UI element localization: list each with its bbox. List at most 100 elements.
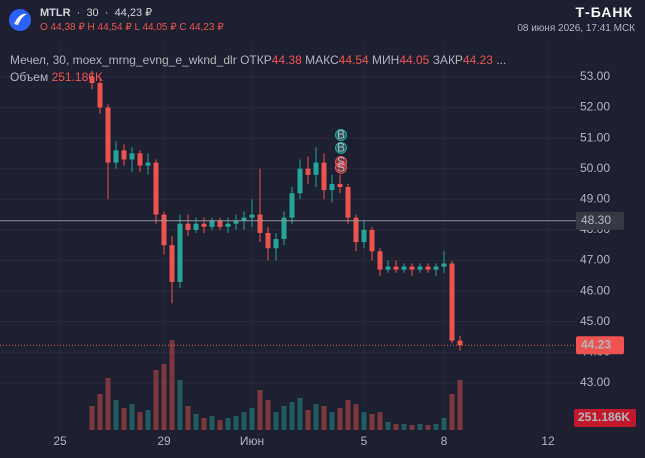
legend-close-label: ЗАКР — [432, 53, 463, 67]
volume-bar — [289, 402, 295, 430]
logo-mark — [14, 13, 27, 25]
candle-body — [201, 223, 207, 227]
volume-bar — [385, 422, 391, 430]
candle-body — [433, 266, 439, 270]
candle-body — [121, 150, 127, 160]
last-price: 44,23 ₽ — [114, 7, 153, 19]
volume-bar — [449, 394, 455, 430]
volume-bar — [457, 379, 463, 430]
symbol: MTLR — [40, 7, 71, 19]
volume-bar — [153, 370, 159, 430]
candle-body — [337, 183, 343, 188]
candle-body — [409, 266, 415, 270]
y-tick-label: 43.00 — [580, 375, 610, 389]
trade-marker-label: B — [337, 141, 345, 155]
candle-body — [241, 217, 247, 221]
volume-badge — [574, 409, 636, 427]
candle-body — [361, 229, 367, 243]
volume-bar — [97, 394, 103, 430]
candle-body — [369, 229, 375, 252]
candle-body — [353, 217, 359, 243]
volume-bar — [441, 418, 447, 430]
candle-body — [89, 76, 95, 84]
volume-badge-label: 251.186K — [578, 410, 630, 424]
volume-bar — [161, 364, 167, 430]
candle-body — [137, 153, 143, 166]
volume-bar — [313, 404, 319, 430]
candle-body — [169, 245, 175, 282]
crosshair-badge — [576, 211, 624, 230]
volume-bar — [209, 416, 215, 430]
candle-body — [377, 251, 383, 270]
trade-marker-label: S — [337, 155, 345, 169]
ohlc-close: C 44,23 ₽ — [179, 22, 224, 33]
volume-bar — [425, 425, 431, 430]
volume-bar — [369, 414, 375, 430]
y-tick-label: 49.00 — [580, 191, 610, 205]
y-tick-label: 51.00 — [580, 130, 610, 144]
y-tick-label: 47.00 — [580, 253, 610, 267]
volume-bar — [225, 418, 231, 430]
candle-body — [345, 187, 351, 218]
y-tick-label: 53.00 — [580, 69, 610, 83]
overlay: 43.0044.0045.0046.0047.0048.0049.0050.00… — [0, 69, 636, 448]
volume-bar — [129, 404, 135, 430]
candle-body — [129, 153, 135, 160]
x-tick-label: 25 — [53, 434, 67, 448]
y-tick-label: 50.00 — [580, 161, 610, 175]
candle-body — [153, 162, 159, 215]
volume-last: 251.186K — [51, 70, 103, 84]
candle-body — [177, 223, 183, 282]
volume-bar — [281, 406, 287, 430]
legend-open: 44.38 — [271, 53, 302, 67]
legend-more: ... — [496, 53, 507, 67]
candle-body — [225, 223, 231, 227]
candle-body — [217, 220, 223, 227]
volume-bar — [145, 410, 151, 430]
volume-bar — [169, 340, 175, 430]
volume-bar — [249, 408, 255, 430]
volume-bar — [409, 425, 415, 430]
trade-marker — [335, 161, 347, 174]
candle-body — [105, 107, 111, 163]
volume-bar — [233, 416, 239, 430]
y-tick-label: 46.00 — [580, 283, 610, 297]
volume-bar — [433, 424, 439, 430]
candle-body — [441, 263, 447, 267]
candle-body — [249, 214, 255, 218]
volume-bar — [393, 424, 399, 430]
candle-body — [265, 232, 271, 249]
crosshair-label: 48.30 — [581, 213, 611, 227]
candle-body — [393, 266, 399, 270]
trade-marker — [335, 129, 347, 142]
grid — [0, 42, 576, 430]
ohlc-open: O 44,38 ₽ — [40, 22, 85, 33]
candle-body — [305, 168, 311, 175]
candle-body — [457, 340, 463, 346]
trade-marker-label: S — [337, 160, 345, 174]
candle-body — [425, 266, 431, 270]
ohlc-high: H 44,54 ₽ — [87, 22, 132, 33]
volume-bar — [329, 412, 335, 430]
legend-open-label: ОТКР — [240, 53, 272, 67]
candle-body — [97, 83, 103, 108]
legend-close: 44.23 — [462, 53, 493, 67]
x-tick-label: Июн — [240, 434, 264, 448]
candle-body — [313, 162, 319, 175]
volume-bar — [89, 406, 95, 430]
volume-bar — [265, 400, 271, 430]
volume-bar — [297, 398, 303, 430]
candle-body — [297, 168, 303, 194]
volume-bar — [353, 404, 359, 430]
datetime: 08 июня 2026, 17:41 МСК — [517, 23, 635, 34]
volume-bar — [105, 378, 111, 430]
ohlc-line: O 44,38 ₽ H 44,54 ₽ L 44,05 ₽ C 44,23 ₽ — [40, 22, 224, 33]
candle-body — [417, 266, 423, 270]
candle-body — [185, 223, 191, 230]
volume-bar — [201, 418, 207, 430]
candle-body — [233, 220, 239, 224]
volume-bar — [113, 400, 119, 430]
